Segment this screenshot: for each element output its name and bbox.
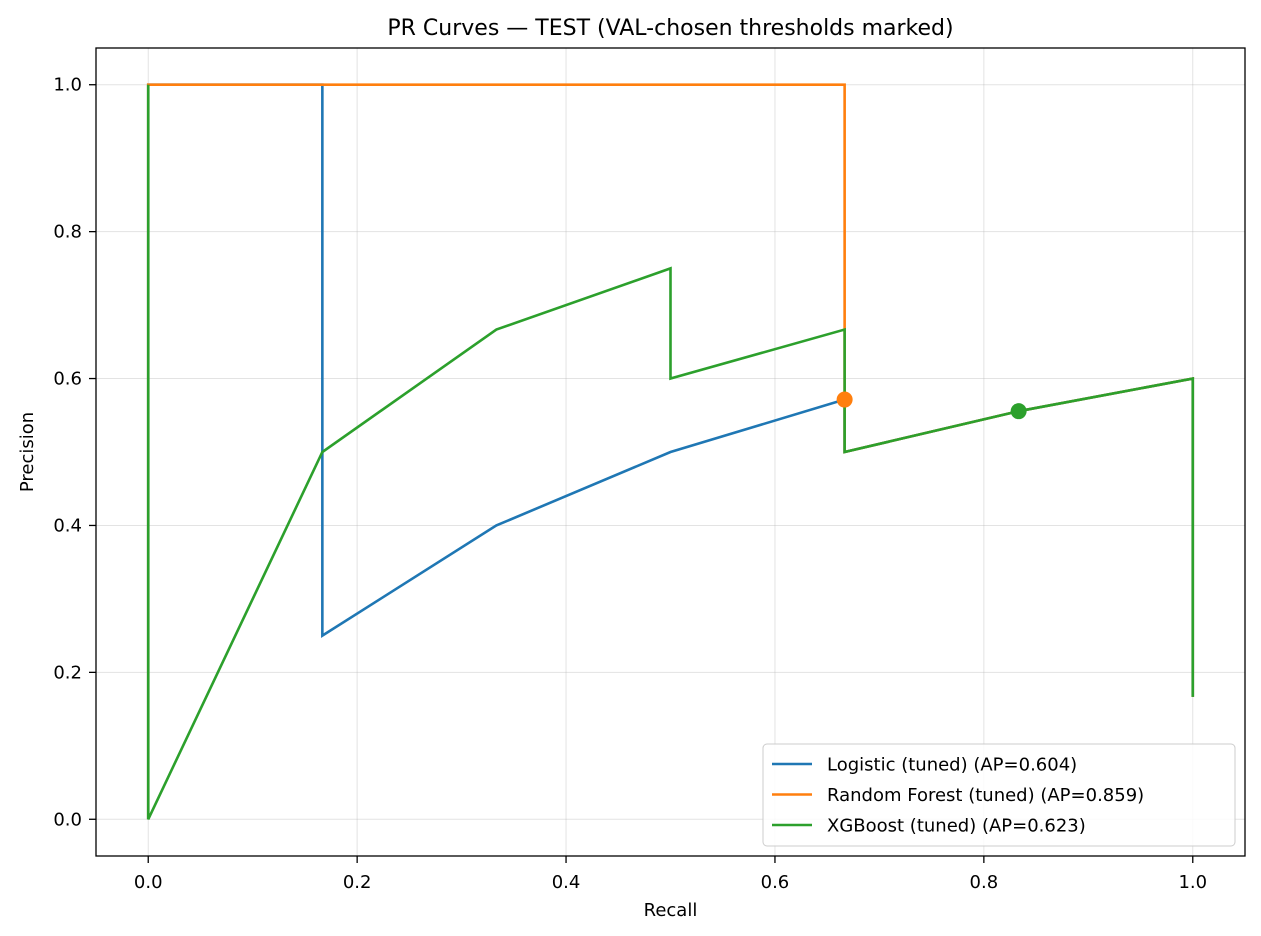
legend: Logistic (tuned) (AP=0.604) Random Forest…: [762, 743, 1236, 847]
x-tick-label: 1.0: [1178, 872, 1207, 893]
legend-box: [762, 743, 1236, 847]
y-tick-label: 0.6: [53, 369, 82, 390]
y-tick-label: 1.0: [53, 75, 82, 96]
threshold-marker-1: [836, 391, 853, 408]
x-tick-label: 0.4: [552, 872, 581, 893]
x-axis-label: Recall: [644, 900, 698, 921]
threshold-markers: [836, 391, 1027, 420]
chart-title: PR Curves — TEST (VAL-chosen thresholds …: [387, 16, 953, 41]
x-tick-label: 0.0: [134, 872, 163, 893]
legend-label-0: Logistic (tuned) (AP=0.604): [827, 755, 1077, 776]
series-line-0: [146, 83, 1195, 820]
y-tick-label: 0.2: [53, 662, 82, 683]
plot-frame: [95, 47, 1246, 857]
y-tick-label: 0.0: [53, 809, 82, 830]
series-lines: [146, 83, 1195, 820]
axes: 0.0 0.2 0.4 0.6 0.8 1.0 0.0 0.2 0.4 0.6 0.8 1.0: [53, 47, 1246, 893]
x-tick-label: 0.8: [970, 872, 999, 893]
y-tick-label: 0.4: [53, 515, 82, 536]
y-tick-label: 0.8: [53, 222, 82, 243]
legend-label-1: Random Forest (tuned) (AP=0.859): [827, 785, 1144, 806]
x-tick-label: 0.6: [761, 872, 790, 893]
threshold-marker-2: [1010, 403, 1027, 420]
series-line-2: [146, 84, 1195, 820]
legend-label-2: XGBoost (tuned) (AP=0.623): [827, 816, 1086, 837]
y-axis-label: Precision: [17, 412, 38, 492]
x-tick-label: 0.2: [343, 872, 372, 893]
